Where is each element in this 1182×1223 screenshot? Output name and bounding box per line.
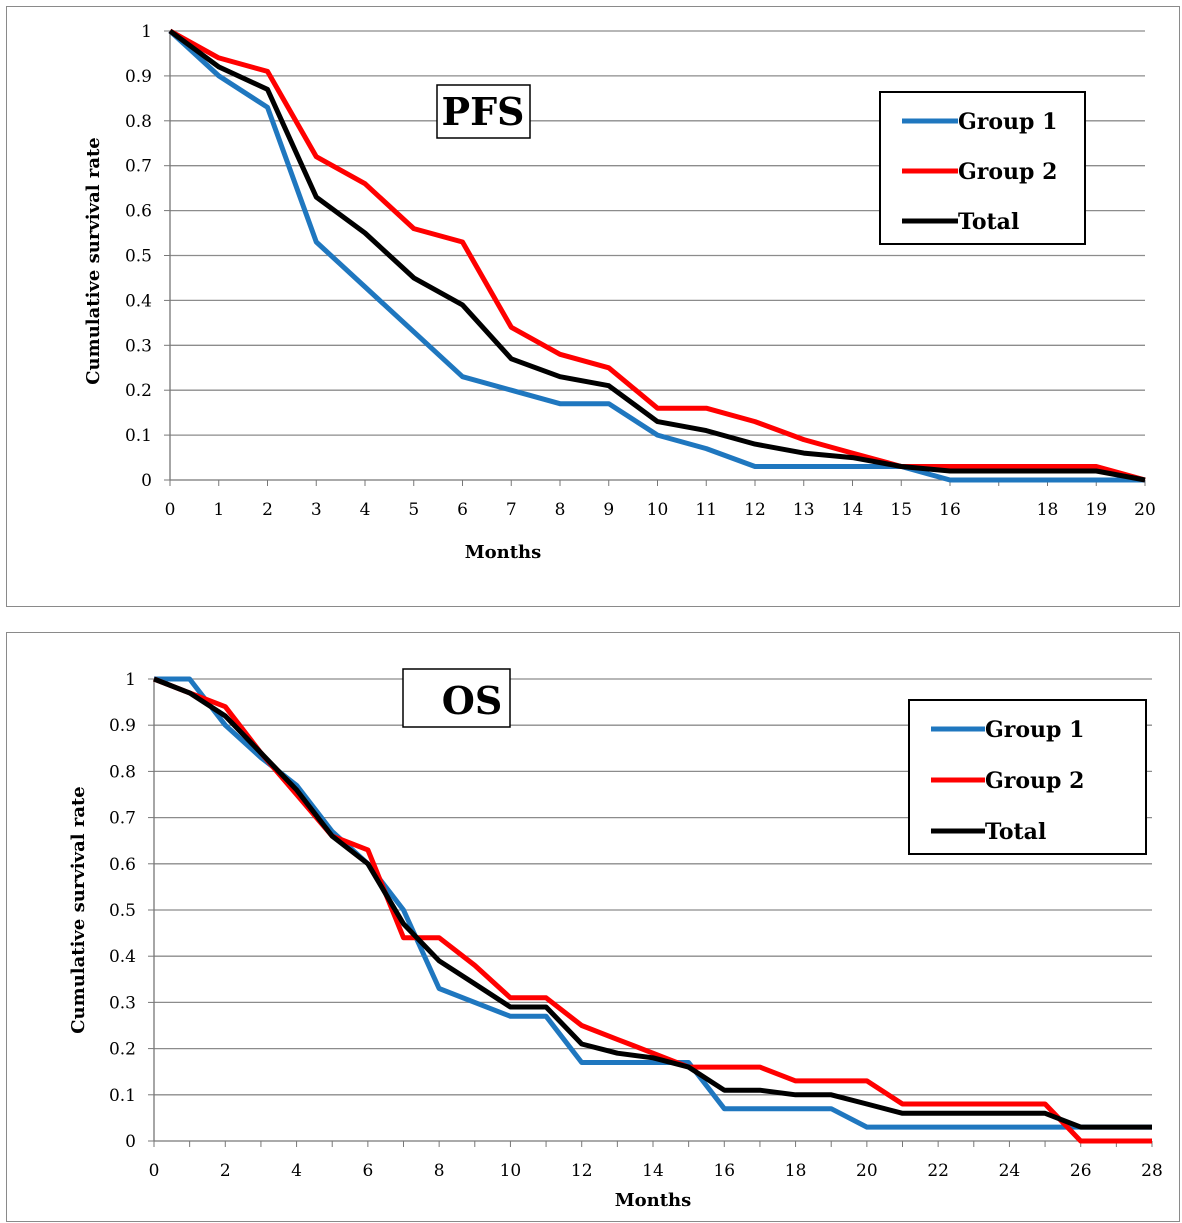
pfs-x-tick-label: 19: [1085, 500, 1107, 520]
pfs-x-tick-label: 0: [165, 500, 176, 520]
pfs-legend-label: Group 2: [958, 159, 1057, 185]
os-x-tick-label: 22: [927, 1161, 949, 1181]
pfs-x-tick-label: 7: [506, 500, 517, 520]
pfs-chart: 00.10.20.30.40.50.60.70.80.910 1 2 3 4 5 6 7 8 9 1…: [83, 22, 1156, 563]
os-x-tick-label: 18: [785, 1161, 807, 1181]
pfs-x-tick-label: 11: [695, 500, 717, 520]
os-x-tick-label: 20: [856, 1161, 878, 1181]
pfs-legend: Group 1 Group 2 Total: [879, 91, 1086, 245]
pfs-x-tick-label: 10: [647, 500, 669, 520]
os-tick-labels: 00.10.20.30.40.50.60.70.80.910 2 4 6 8 10 12 14…: [109, 670, 1163, 1181]
pfs-x-tick-label: 4: [360, 500, 371, 520]
pfs-tick-labels: 00.10.20.30.40.50.60.70.80.910 1 2 3 4 5 6 7 8 9 1…: [125, 22, 1156, 520]
pfs-x-tick-label: 1: [213, 500, 224, 520]
pfs-y-tick-label: 0.7: [125, 157, 152, 177]
pfs-y-tick-label: 0.3: [125, 336, 152, 356]
pfs-y-tick-label: 0.9: [125, 67, 152, 87]
os-y-axis-label: Cumulative survival rate: [68, 786, 89, 1034]
pfs-legend-label: Group 1: [958, 109, 1057, 135]
os-y-tick-label: 0.6: [109, 855, 136, 875]
os-y-tick-label: 0.4: [109, 947, 136, 967]
pfs-x-tick-label: 2: [262, 500, 273, 520]
os-x-axis-label: Months: [615, 1190, 692, 1211]
os-y-tick-label: 0.9: [109, 716, 136, 736]
os-x-tick-label: 0: [149, 1161, 160, 1181]
os-x-tick-label: 6: [362, 1161, 373, 1181]
os-legend-label: Total: [985, 819, 1046, 845]
pfs-y-tick-label: 0.8: [125, 112, 152, 132]
pfs-x-axis-label: Months: [465, 542, 542, 563]
pfs-x-tick-label: 16: [939, 500, 961, 520]
pfs-x-tick-label: 12: [744, 500, 766, 520]
pfs-y-tick-label: 0.1: [125, 426, 152, 446]
os-y-tick-label: 0.3: [109, 993, 136, 1013]
pfs-y-tick-label: 0.2: [125, 381, 152, 401]
pfs-chart-panel: 0 0.1 0.2 0.3 0.4 0.5 0.6 0.7 0.8 0.9 1 0 1 2 3 4 5 6 7 8 9 1…: [6, 6, 1180, 607]
pfs-series-line-total: [168, 28, 1146, 483]
os-x-tick-label: 14: [642, 1161, 664, 1181]
os-y-tick-label: 1: [125, 670, 136, 690]
pfs-y-axis-label: Cumulative survival rate: [83, 137, 104, 385]
os-legend-box: [908, 699, 1147, 855]
pfs-y-tick-label: 0: [141, 471, 152, 491]
pfs-x-tick-label: 14: [842, 500, 864, 520]
os-x-tick-label: 10: [500, 1161, 522, 1181]
os-chart-title: OS: [442, 678, 503, 723]
pfs-x-tick-label: 6: [457, 500, 468, 520]
os-title-box: [402, 668, 511, 728]
os-chart-panel: 0 0.1 0.2 0.3 0.4 0.5 0.6 0.7 0.8 0.9 1 0 2 4 6 8 10 12 14…: [6, 632, 1180, 1222]
os-y-tick-label: 0: [125, 1132, 136, 1152]
os-legend: Group 1 Group 2 Total: [908, 699, 1147, 855]
os-x-tick-label: 8: [434, 1161, 445, 1181]
pfs-x-tick-label: 18: [1037, 500, 1059, 520]
os-x-tick-label: 12: [571, 1161, 593, 1181]
os-y-tick-label: 0.7: [109, 809, 136, 829]
os-y-tick-label: 0.5: [109, 901, 136, 921]
os-y-tick-label: 0.2: [109, 1040, 136, 1060]
os-x-tick-label: 24: [999, 1161, 1021, 1181]
pfs-series-line-group-1: [168, 29, 1145, 483]
pfs-y-tick-label: 1: [141, 22, 152, 42]
pfs-x-tick-label: 15: [890, 500, 912, 520]
os-legend-label: Group 1: [985, 717, 1084, 743]
pfs-x-tick-label: 20: [1134, 500, 1156, 520]
os-x-tick-label: 28: [1141, 1161, 1163, 1181]
os-x-tick-label: 2: [220, 1161, 231, 1181]
os-series-line-group-1: [154, 676, 1152, 1130]
pfs-y-tick-label: 0.5: [125, 247, 152, 267]
os-x-tick-label: 16: [713, 1161, 735, 1181]
pfs-x-tick-label: 13: [793, 500, 815, 520]
pfs-x-tick-label: 3: [311, 500, 322, 520]
pfs-legend-label: Total: [958, 209, 1019, 235]
os-y-tick-label: 0.1: [109, 1086, 136, 1106]
pfs-series-line-group-2: [168, 28, 1146, 483]
os-legend-label: Group 2: [985, 768, 1084, 794]
os-y-tick-label: 0.8: [109, 762, 136, 782]
pfs-x-tick-label: 9: [603, 500, 614, 520]
pfs-series-lines: [168, 28, 1146, 483]
pfs-chart-title: PFS: [442, 89, 525, 134]
os-series-line-total: [153, 676, 1152, 1130]
pfs-y-tick-label: 0.4: [125, 291, 152, 311]
os-series-lines: [153, 676, 1152, 1144]
pfs-y-tick-label: 0.6: [125, 202, 152, 222]
pfs-x-tick-label: 8: [555, 500, 566, 520]
os-x-tick-label: 26: [1070, 1161, 1092, 1181]
os-axes: [148, 678, 1153, 1147]
pfs-x-tick-label: 5: [408, 500, 419, 520]
pfs-title-box: [436, 84, 531, 139]
os-chart: 00.10.20.30.40.50.60.70.80.910 2 4 6 8 10 12 14…: [68, 668, 1163, 1211]
os-x-tick-label: 4: [291, 1161, 302, 1181]
